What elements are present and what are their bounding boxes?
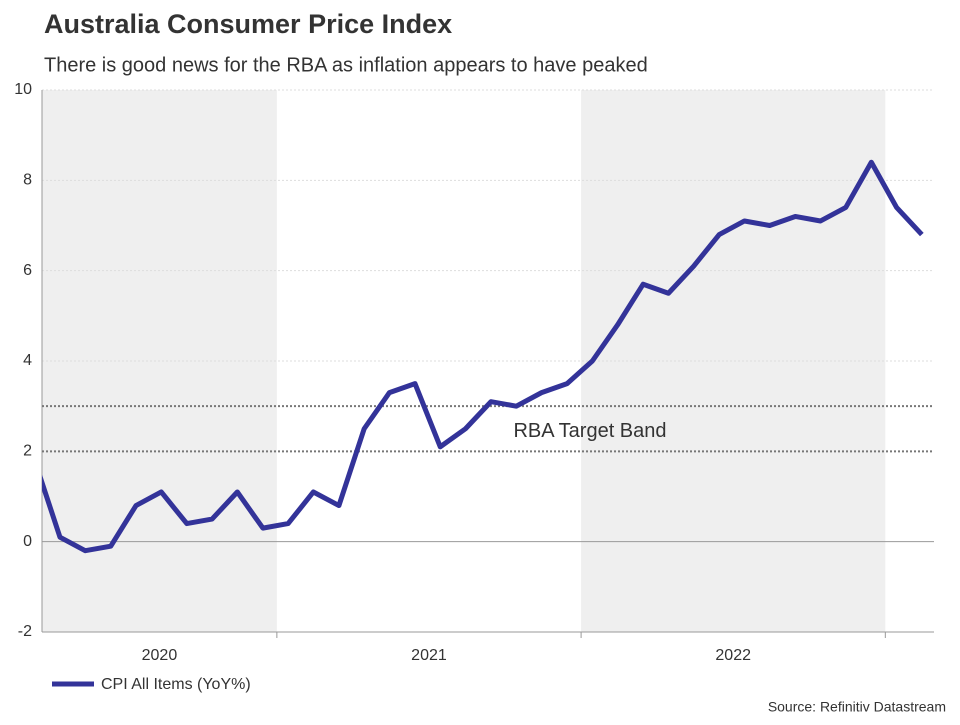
legend-label: CPI All Items (YoY%) xyxy=(101,676,251,693)
y-tick-label: -2 xyxy=(18,623,32,640)
y-tick-label: 2 xyxy=(23,443,32,460)
x-tick-label: 2020 xyxy=(142,647,178,664)
y-tick-label: 6 xyxy=(23,262,32,279)
chart-title: Australia Consumer Price Index xyxy=(44,9,452,39)
y-tick-label: 10 xyxy=(14,81,32,98)
source: Source: Refinitiv Datastream xyxy=(768,699,946,715)
x-tick-label: 2022 xyxy=(715,647,751,664)
y-tick-label: 0 xyxy=(23,533,32,550)
plot-area xyxy=(42,159,924,554)
chart-subtitle: There is good news for the RBA as inflat… xyxy=(44,54,648,76)
y-tick-label: 8 xyxy=(23,172,32,189)
data-line xyxy=(42,159,924,554)
annotation: RBA Target Band xyxy=(513,420,666,442)
x-tick-label: 2021 xyxy=(411,647,447,664)
y-tick-label: 4 xyxy=(23,352,32,369)
